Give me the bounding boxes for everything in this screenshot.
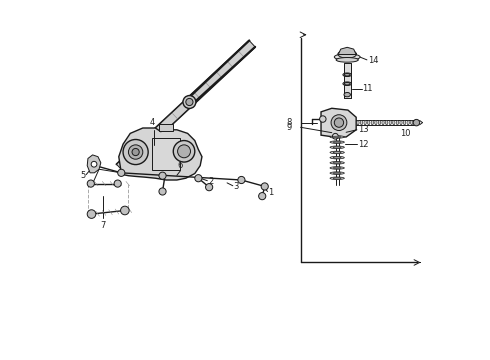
Ellipse shape (389, 121, 392, 125)
Ellipse shape (407, 121, 409, 125)
Circle shape (91, 161, 97, 167)
Ellipse shape (330, 162, 344, 164)
Ellipse shape (334, 54, 360, 60)
Ellipse shape (330, 151, 344, 154)
Ellipse shape (333, 136, 341, 138)
Ellipse shape (333, 162, 341, 163)
Ellipse shape (333, 152, 341, 153)
Ellipse shape (386, 121, 388, 125)
Polygon shape (117, 41, 255, 171)
Ellipse shape (343, 73, 351, 77)
Circle shape (87, 180, 95, 187)
Ellipse shape (371, 121, 373, 125)
Circle shape (159, 172, 166, 179)
Text: 7: 7 (100, 221, 106, 230)
Circle shape (333, 134, 338, 139)
Ellipse shape (364, 121, 367, 125)
Ellipse shape (411, 121, 413, 125)
Text: 3: 3 (234, 182, 239, 191)
Text: 2: 2 (208, 176, 213, 185)
Ellipse shape (392, 121, 395, 125)
Text: 5: 5 (80, 171, 85, 180)
Circle shape (186, 98, 193, 105)
Circle shape (238, 176, 245, 184)
Ellipse shape (330, 172, 344, 174)
Bar (152, 138, 180, 170)
Text: 11: 11 (362, 84, 373, 93)
Circle shape (334, 118, 343, 127)
Bar (343, 63, 351, 98)
Text: 10: 10 (400, 129, 411, 138)
Polygon shape (338, 47, 356, 54)
Text: 4: 4 (150, 118, 155, 127)
Ellipse shape (343, 82, 351, 86)
Ellipse shape (378, 121, 381, 125)
Ellipse shape (403, 121, 406, 125)
Ellipse shape (330, 177, 344, 180)
Ellipse shape (333, 147, 341, 148)
Ellipse shape (330, 136, 344, 138)
Circle shape (128, 145, 143, 159)
Circle shape (118, 169, 125, 176)
Ellipse shape (330, 156, 344, 159)
Text: 12: 12 (358, 140, 368, 149)
Text: 6: 6 (178, 161, 183, 170)
Circle shape (132, 148, 139, 156)
Ellipse shape (336, 58, 358, 62)
Circle shape (159, 188, 166, 195)
Ellipse shape (396, 121, 398, 125)
Circle shape (173, 140, 195, 162)
Ellipse shape (357, 121, 359, 125)
Ellipse shape (338, 50, 357, 58)
Ellipse shape (333, 172, 341, 174)
Ellipse shape (360, 121, 363, 125)
Ellipse shape (400, 121, 402, 125)
Circle shape (87, 210, 96, 219)
Circle shape (331, 115, 347, 131)
Ellipse shape (375, 121, 377, 125)
Ellipse shape (333, 157, 341, 158)
Text: 1: 1 (269, 188, 273, 197)
Circle shape (261, 183, 269, 190)
Polygon shape (321, 108, 356, 137)
Polygon shape (87, 155, 101, 173)
Ellipse shape (333, 177, 341, 179)
Bar (159, 124, 173, 131)
Ellipse shape (330, 146, 344, 149)
Ellipse shape (333, 167, 341, 169)
Circle shape (195, 175, 202, 182)
Circle shape (319, 116, 326, 122)
Ellipse shape (382, 121, 384, 125)
Text: 13: 13 (358, 125, 368, 134)
Ellipse shape (344, 73, 350, 76)
Circle shape (123, 139, 148, 165)
Ellipse shape (333, 141, 341, 143)
Ellipse shape (368, 121, 370, 125)
Circle shape (121, 206, 129, 215)
Ellipse shape (330, 141, 344, 143)
Text: 9: 9 (286, 123, 292, 132)
Circle shape (183, 95, 196, 108)
Text: 14: 14 (368, 56, 378, 65)
Polygon shape (119, 128, 202, 180)
Ellipse shape (344, 93, 350, 97)
Text: 8: 8 (286, 118, 292, 127)
Ellipse shape (330, 167, 344, 169)
Circle shape (177, 145, 191, 158)
Ellipse shape (344, 82, 350, 85)
Circle shape (413, 120, 419, 126)
Circle shape (205, 184, 213, 191)
Circle shape (114, 180, 122, 187)
Circle shape (259, 193, 266, 200)
